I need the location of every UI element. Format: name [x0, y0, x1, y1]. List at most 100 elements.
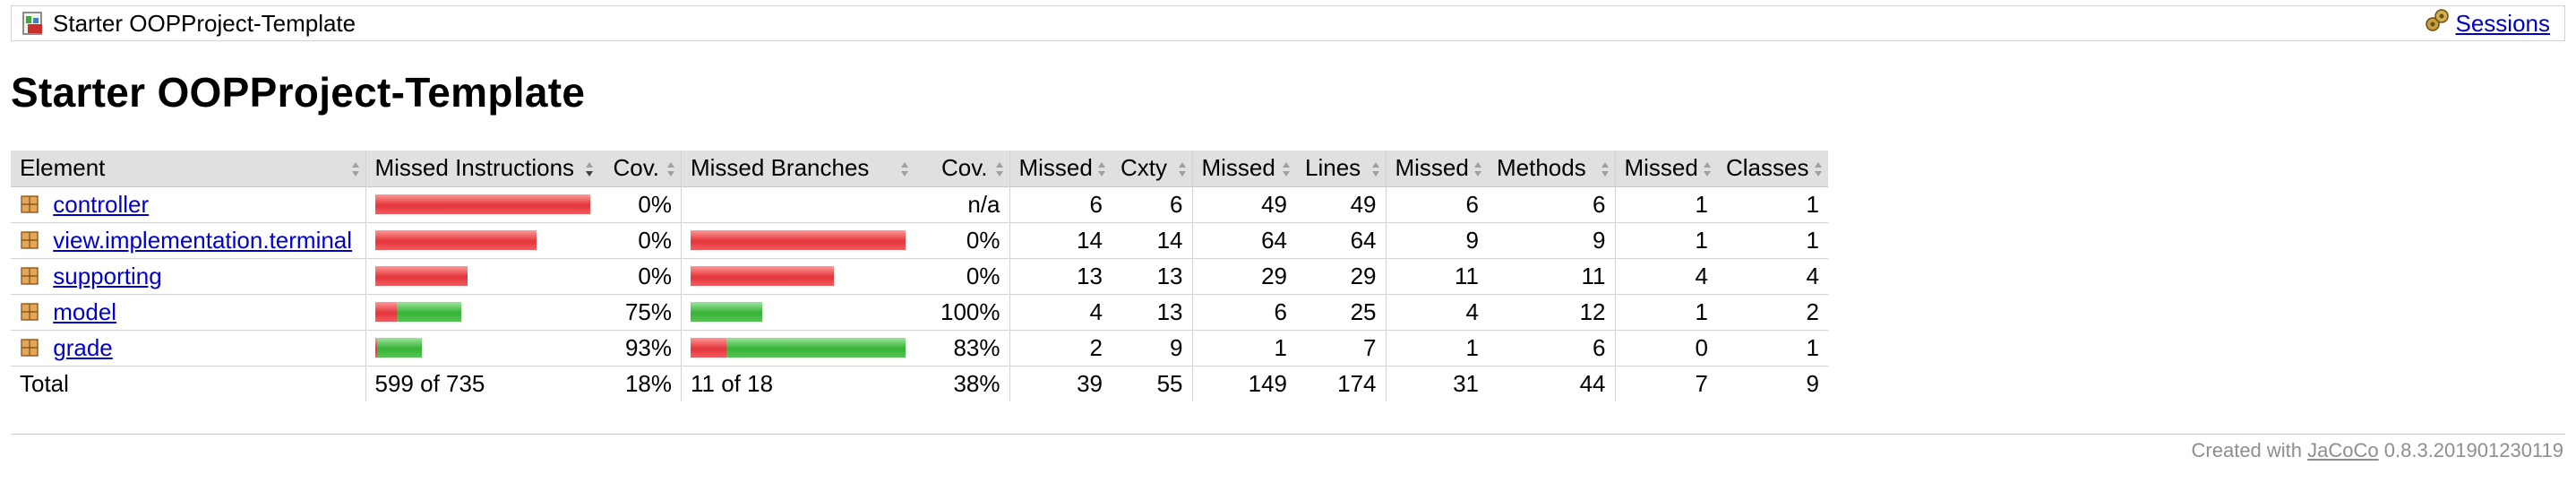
missed-lines-cell: 49: [1191, 186, 1296, 223]
total-missed-classes: 7: [1614, 366, 1717, 401]
methods-cell: 6: [1488, 186, 1615, 223]
table-row: model 75% 100% 4 13 6 25 4 12 1 2: [11, 294, 1828, 331]
col-header-label: Missed: [1395, 154, 1469, 182]
report-icon: [21, 11, 46, 36]
package-link[interactable]: grade: [53, 333, 113, 361]
col-header-label: Missed: [1624, 154, 1698, 182]
missed-lines-cell: 29: [1191, 258, 1296, 295]
col-header-label: Classes: [1726, 154, 1809, 182]
methods-cell: 12: [1488, 294, 1615, 331]
coverage-bar: [374, 266, 590, 286]
col-header-instr-cov[interactable]: Cov.: [598, 151, 682, 187]
col-header-cxty[interactable]: Cxty: [1112, 151, 1192, 187]
element-cell: grade: [11, 330, 365, 366]
package-link[interactable]: view.implementation.terminal: [53, 226, 353, 254]
col-header-label: Cov.: [940, 154, 988, 182]
methods-cell: 9: [1488, 222, 1615, 259]
jacoco-link[interactable]: JaCoCo: [2307, 439, 2379, 461]
table-row: grade 93% 83% 2 9 1 7 1 6 0 1: [11, 330, 1828, 366]
missed-branches-bar: [681, 222, 914, 259]
coverage-bar: [691, 302, 906, 322]
col-header-lines[interactable]: Lines: [1296, 151, 1386, 187]
missed-classes-cell: 1: [1614, 294, 1717, 331]
col-header-classes[interactable]: Classes: [1717, 151, 1828, 187]
missed-lines-cell: 64: [1191, 222, 1296, 259]
missed-branches-bar: [681, 258, 914, 295]
col-header-label: Cxty: [1121, 154, 1167, 182]
missed-instructions-bar: [365, 258, 599, 295]
sort-icon: [667, 162, 674, 177]
footer: Created with JaCoCo 0.8.3.201901230119: [2192, 439, 2563, 462]
classes-cell: 1: [1717, 186, 1828, 223]
package-link[interactable]: model: [53, 297, 117, 325]
col-header-missed-branches[interactable]: Missed Branches: [681, 151, 914, 187]
sessions-icon: [2424, 7, 2451, 40]
col-header-methods[interactable]: Methods: [1488, 151, 1615, 187]
sessions-link[interactable]: Sessions: [2455, 9, 2551, 37]
branch-cov-cell: 83%: [914, 330, 1009, 366]
missed-methods-cell: 6: [1385, 186, 1488, 223]
sort-icon: [351, 162, 359, 177]
missed-methods-cell: 1: [1385, 330, 1488, 366]
col-header-branch-cov[interactable]: Cov.: [914, 151, 1009, 187]
col-header-element[interactable]: Element: [11, 151, 365, 187]
missed-methods-cell: 4: [1385, 294, 1488, 331]
col-header-missed-classes[interactable]: Missed: [1614, 151, 1717, 187]
package-icon: [21, 338, 39, 357]
missed-classes-cell: 0: [1614, 330, 1717, 366]
col-header-label: Missed: [1018, 154, 1093, 182]
total-instr-cov: 18%: [624, 369, 672, 397]
coverage-bar: [374, 338, 590, 358]
total-missed-branches: 11 of 18: [681, 366, 914, 401]
total-methods: 44: [1579, 369, 1606, 397]
total-missed-lines: 149: [1191, 366, 1296, 401]
package-icon: [21, 230, 39, 249]
missed-instructions-bar: [365, 294, 599, 331]
col-header-label: Missed Instructions: [374, 154, 575, 182]
missed-cxty-cell: 6: [1009, 186, 1112, 223]
cxty-cell: 13: [1112, 294, 1192, 331]
missed-branches-bar: [681, 186, 914, 223]
coverage-bar: [691, 230, 906, 250]
package-link[interactable]: supporting: [53, 262, 162, 289]
coverage-table: Element Missed Instructions Cov. Missed …: [11, 151, 1828, 401]
cxty-cell: 13: [1112, 258, 1192, 295]
classes-cell: 1: [1717, 222, 1828, 259]
instr-cov-cell: 0%: [598, 258, 682, 295]
missed-lines-cell: 6: [1191, 294, 1296, 331]
sort-icon: [1815, 162, 1822, 177]
branch-cov-cell: 100%: [914, 294, 1009, 331]
coverage-bar: [691, 266, 906, 286]
cxty-cell: 14: [1112, 222, 1192, 259]
table-row: supporting 0% 0% 13 13 29 29 11 11 4 4: [11, 258, 1828, 295]
missed-lines-cell: 1: [1191, 330, 1296, 366]
total-label: Total: [20, 369, 69, 397]
missed-instructions-bar: [365, 222, 599, 259]
element-cell: view.implementation.terminal: [11, 222, 365, 259]
classes-cell: 1: [1717, 330, 1828, 366]
table-row: view.implementation.terminal 0% 0% 14 14…: [11, 222, 1828, 259]
footer-divider: [11, 434, 2565, 435]
instr-cov-cell: 0%: [598, 186, 682, 223]
lines-cell: 25: [1296, 294, 1386, 331]
col-header-label: Cov.: [613, 154, 659, 182]
lines-cell: 49: [1296, 186, 1386, 223]
page-title: Starter OOPProject-Template: [11, 69, 586, 116]
sort-icon: [995, 162, 1003, 177]
coverage-bar: [374, 194, 590, 214]
missed-methods-cell: 11: [1385, 258, 1488, 295]
col-header-missed-instructions[interactable]: Missed Instructions: [365, 151, 599, 187]
sort-icon: [1283, 162, 1290, 177]
total-branch-cov: 38%: [953, 369, 1000, 397]
package-link[interactable]: controller: [53, 190, 150, 218]
col-header-missed-lines[interactable]: Missed: [1191, 151, 1296, 187]
missed-cxty-cell: 13: [1009, 258, 1112, 295]
missed-branches-bar: [681, 330, 914, 366]
total-lines: 174: [1337, 369, 1377, 397]
col-header-label: Methods: [1497, 154, 1586, 182]
col-header-missed-methods[interactable]: Missed: [1385, 151, 1488, 187]
col-header-missed-cxty[interactable]: Missed: [1009, 151, 1112, 187]
breadcrumb-title: Starter OOPProject-Template: [53, 9, 356, 37]
missed-instructions-bar: [365, 330, 599, 366]
footer-prefix: Created with: [2191, 439, 2303, 461]
